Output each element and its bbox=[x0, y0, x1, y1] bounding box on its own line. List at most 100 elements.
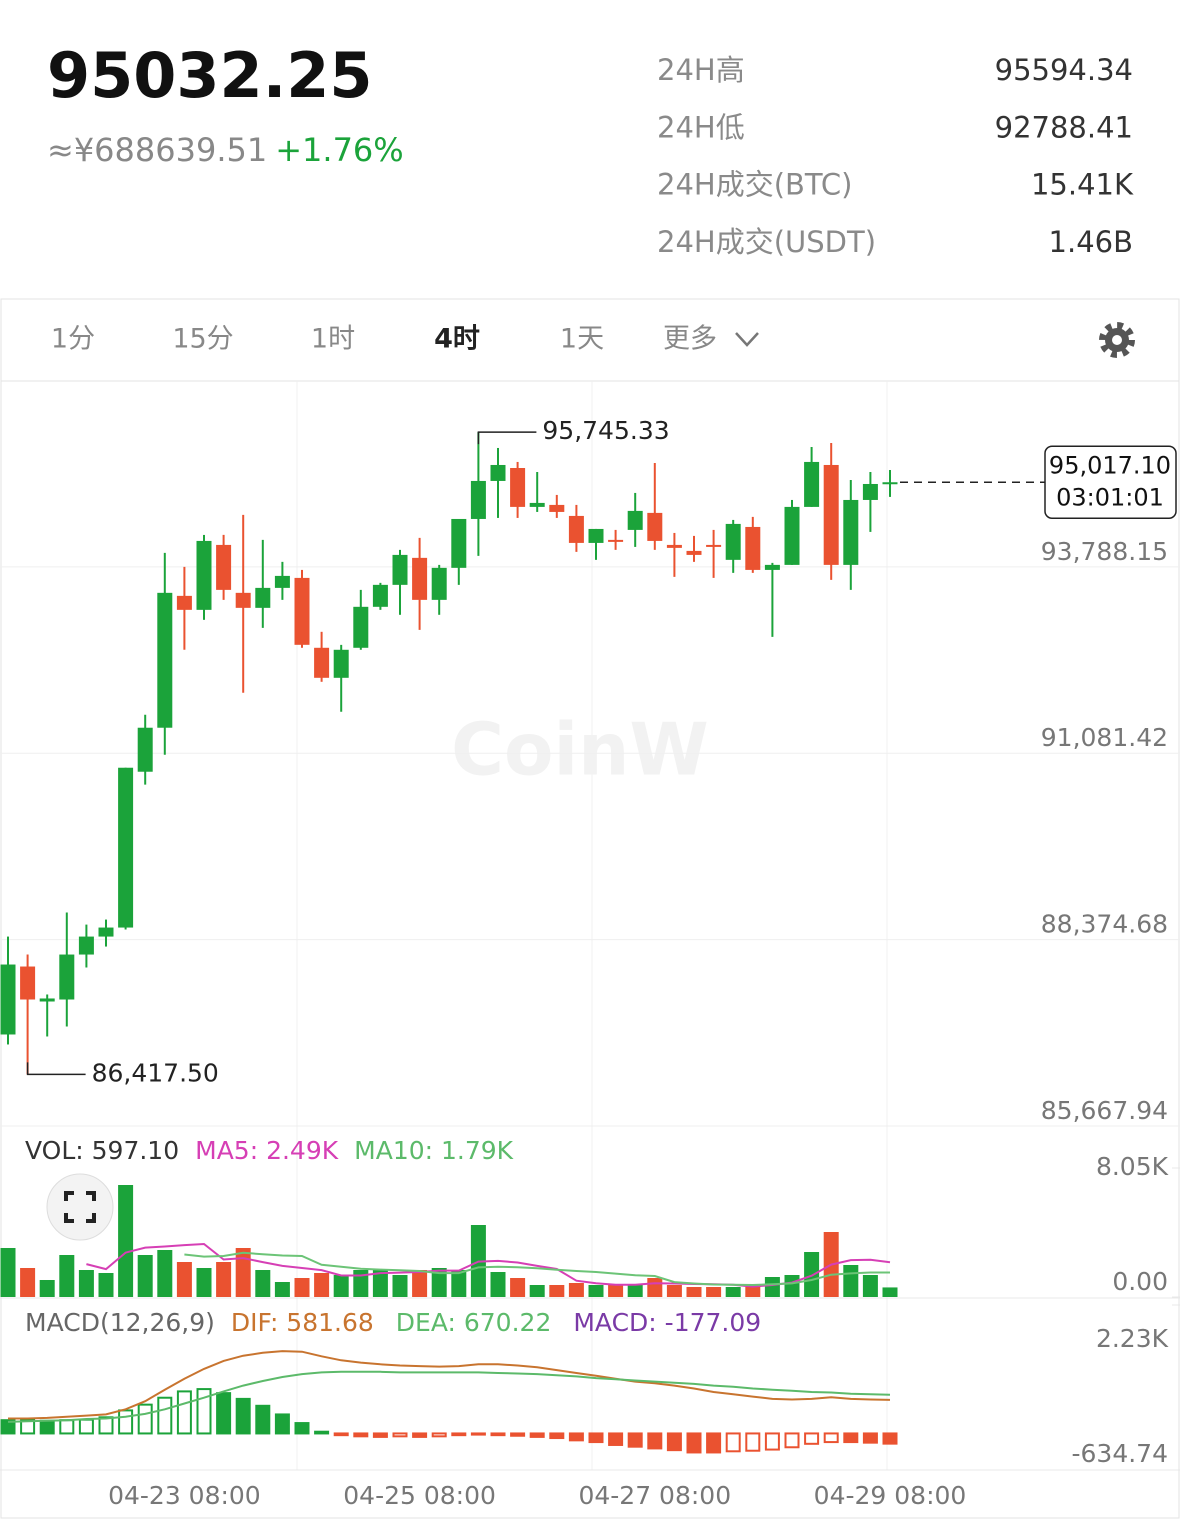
high-leader bbox=[477, 431, 537, 445]
low-leader bbox=[26, 1062, 86, 1076]
macd-bar bbox=[431, 1432, 447, 1438]
macd-bar bbox=[137, 1403, 153, 1435]
stat-value: 1.46B bbox=[1049, 225, 1133, 259]
volume-bar bbox=[314, 1272, 330, 1297]
volume-bar bbox=[216, 1262, 232, 1297]
candle-body bbox=[804, 461, 820, 507]
volume-bar bbox=[588, 1284, 604, 1297]
macd-bar bbox=[0, 1419, 16, 1435]
x-tick-label: 04-23 08:00 bbox=[108, 1481, 261, 1510]
macd-bar bbox=[823, 1432, 839, 1444]
macd-bar bbox=[235, 1397, 251, 1435]
candle-body bbox=[823, 464, 839, 565]
volume-bar bbox=[706, 1287, 722, 1297]
high-label: 95,745.33 bbox=[542, 416, 669, 445]
countdown: 03:01:01 bbox=[1056, 483, 1164, 511]
tabs: 1分 15分 1时 4时 1天 更多 bbox=[51, 324, 717, 355]
candle-body bbox=[20, 966, 36, 1000]
candle-body bbox=[196, 540, 212, 610]
macd-bar bbox=[196, 1388, 212, 1435]
x-tick-label: 04-27 08:00 bbox=[578, 1481, 731, 1510]
candle-body bbox=[745, 526, 761, 570]
candle-body bbox=[510, 468, 526, 507]
volume-bar bbox=[451, 1269, 467, 1297]
macd-bar bbox=[568, 1432, 584, 1442]
volume-bar bbox=[333, 1274, 349, 1297]
candle-body bbox=[274, 575, 290, 588]
more-chevron[interactable] bbox=[735, 332, 759, 347]
macd-bar bbox=[451, 1432, 467, 1437]
stat-label: 24H成交(USDT) bbox=[657, 225, 876, 259]
tab[interactable]: 更多 bbox=[663, 324, 717, 355]
indicator-line bbox=[8, 1350, 891, 1420]
candle-body bbox=[294, 577, 310, 645]
candle-body bbox=[216, 544, 232, 590]
last-price: 95032.25 bbox=[47, 39, 373, 112]
y-tick-label: 8.05K bbox=[1096, 1152, 1169, 1181]
volume-bar bbox=[764, 1277, 780, 1297]
candle-body bbox=[764, 564, 780, 570]
macd-bar bbox=[843, 1432, 859, 1444]
macd-bar bbox=[666, 1432, 682, 1452]
macd-bar bbox=[725, 1432, 741, 1453]
volume-bar bbox=[20, 1267, 36, 1297]
volume-bar bbox=[196, 1267, 212, 1297]
candle-body bbox=[255, 587, 271, 608]
cny-price: ≈¥688639.51 bbox=[47, 131, 267, 169]
candle-body bbox=[725, 523, 741, 560]
tab[interactable]: 1分 bbox=[51, 324, 95, 355]
tab[interactable]: 1天 bbox=[560, 324, 604, 355]
candle-body bbox=[686, 550, 702, 555]
stats: 24H高 95594.34 24H低 92788.41 24H成交(BTC) 15.41K… bbox=[657, 53, 1134, 259]
candle-body bbox=[333, 649, 349, 678]
candle-body bbox=[451, 518, 467, 568]
y-tick-label: 0.00 bbox=[1112, 1267, 1168, 1296]
macd-bar bbox=[353, 1432, 369, 1438]
tab[interactable]: 4时 bbox=[434, 324, 480, 355]
macd-bar bbox=[255, 1404, 271, 1435]
legend-entry: MA5: 2.49K bbox=[195, 1136, 339, 1165]
x-tick-label: 04-25 08:00 bbox=[343, 1481, 496, 1510]
x-tick-label: 04-29 08:00 bbox=[814, 1481, 967, 1510]
candle-body bbox=[549, 504, 565, 512]
stat-value: 92788.41 bbox=[995, 110, 1133, 144]
macd-bar bbox=[627, 1432, 643, 1448]
candle-body bbox=[137, 727, 153, 772]
y-tick-label: 85,667.94 bbox=[1041, 1096, 1168, 1125]
y-tick-label: 93,788.15 bbox=[1041, 537, 1168, 566]
macd-bar bbox=[804, 1432, 820, 1445]
volume-bar bbox=[862, 1274, 878, 1297]
tab[interactable]: 15分 bbox=[172, 324, 233, 355]
volume-bar bbox=[804, 1252, 820, 1297]
candle-body bbox=[608, 539, 624, 542]
candle-body bbox=[431, 567, 447, 600]
volume-bar bbox=[118, 1185, 134, 1297]
candle-body bbox=[353, 606, 369, 648]
candle-body bbox=[314, 647, 330, 678]
volume-bar bbox=[431, 1267, 447, 1297]
settings-icon[interactable] bbox=[1099, 322, 1135, 358]
legend-entry: MA10: 1.79K bbox=[354, 1136, 514, 1165]
volume-bar bbox=[392, 1274, 408, 1297]
macd-bar bbox=[39, 1419, 55, 1435]
volume-bar bbox=[725, 1287, 741, 1297]
tab[interactable]: 1时 bbox=[311, 324, 355, 355]
candle-body bbox=[882, 482, 898, 485]
candle-body bbox=[490, 464, 506, 481]
stat-label: 24H高 bbox=[657, 53, 745, 87]
candle-body bbox=[176, 595, 192, 610]
volume-bar bbox=[686, 1287, 702, 1297]
volume-bar bbox=[0, 1247, 16, 1297]
candle-body bbox=[412, 557, 428, 600]
watermark: CoinW bbox=[451, 708, 709, 792]
stat-value: 15.41K bbox=[1031, 168, 1134, 202]
indicator-line bbox=[184, 1251, 890, 1287]
candle-body bbox=[627, 510, 643, 530]
fullscreen-button[interactable] bbox=[46, 1173, 114, 1241]
macd-bar bbox=[372, 1432, 388, 1438]
y-tick-label: 91,081.42 bbox=[1041, 723, 1168, 752]
macd-bar bbox=[118, 1409, 134, 1435]
volume-bar bbox=[255, 1269, 271, 1297]
